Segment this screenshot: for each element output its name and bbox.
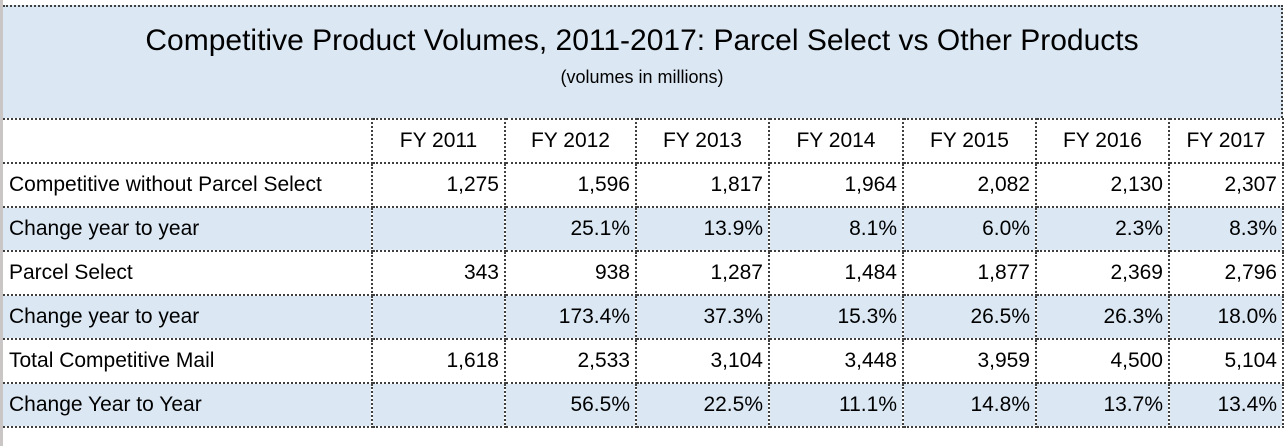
row-label-header <box>3 118 373 164</box>
data-cell: 13.4% <box>1168 382 1284 428</box>
sheet-area: Competitive Product Volumes, 2011-2017: … <box>3 5 1285 428</box>
data-cell: 2,130 <box>1035 162 1170 208</box>
data-cell: 3,104 <box>635 338 770 384</box>
data-cell: 1,287 <box>635 250 770 296</box>
table-title-block: Competitive Product Volumes, 2011-2017: … <box>3 5 1283 118</box>
data-cell: 1,817 <box>635 162 770 208</box>
data-cell: 22.5% <box>635 382 770 428</box>
column-header-fy-2016: FY 2016 <box>1035 118 1170 164</box>
column-header-fy-2017: FY 2017 <box>1168 118 1284 164</box>
data-cell: 14.8% <box>902 382 1037 428</box>
column-header-fy-2014: FY 2014 <box>768 118 904 164</box>
row-label: Total Competitive Mail <box>3 338 373 384</box>
table-body: Competitive without Parcel Select 1,275 1,… <box>3 162 1284 428</box>
column-header-fy-2015: FY 2015 <box>902 118 1037 164</box>
data-cell: 8.1% <box>768 206 904 252</box>
data-cell: 25.1% <box>504 206 637 252</box>
row-label: Change Year to Year <box>3 382 373 428</box>
table-header: FY 2011 FY 2012 FY 2013 FY 2014 FY 2015 FY 20… <box>3 118 1284 164</box>
table-row: Parcel Select 343 938 1,287 1,484 1,877 2,369 2… <box>3 250 1284 296</box>
data-cell: 15.3% <box>768 294 904 340</box>
column-header-fy-2013: FY 2013 <box>635 118 770 164</box>
column-header-fy-2011: FY 2011 <box>371 118 506 164</box>
data-cell: 13.9% <box>635 206 770 252</box>
data-cell: 2,307 <box>1168 162 1284 208</box>
data-cell: 56.5% <box>504 382 637 428</box>
table-subtitle: (volumes in millions) <box>560 67 724 87</box>
data-cell: 6.0% <box>902 206 1037 252</box>
left-edge-strip <box>0 0 3 446</box>
row-label: Parcel Select <box>3 250 373 296</box>
data-cell: 3,959 <box>902 338 1037 384</box>
table-row: Change Year to Year 56.5% 22.5% 11.1% 14.8% 1… <box>3 382 1284 428</box>
table-row: Total Competitive Mail 1,618 2,533 3,104 3,4… <box>3 338 1284 384</box>
data-cell: 11.1% <box>768 382 904 428</box>
data-cell: 1,964 <box>768 162 904 208</box>
row-label: Change year to year <box>3 206 373 252</box>
data-cell: 2,533 <box>504 338 637 384</box>
data-cell: 2,082 <box>902 162 1037 208</box>
data-cell <box>371 206 506 252</box>
table-row: Change year to year 25.1% 13.9% 8.1% 6.0% 2.3… <box>3 206 1284 252</box>
data-cell: 2.3% <box>1035 206 1170 252</box>
column-header-fy-2012: FY 2012 <box>504 118 637 164</box>
volumes-table: FY 2011 FY 2012 FY 2013 FY 2014 FY 2015 FY 20… <box>3 118 1284 428</box>
table-row: Change year to year 173.4% 37.3% 15.3% 26.5%… <box>3 294 1284 340</box>
data-cell: 37.3% <box>635 294 770 340</box>
data-cell: 18.0% <box>1168 294 1284 340</box>
data-cell: 3,448 <box>768 338 904 384</box>
table-title: Competitive Product Volumes, 2011-2017: … <box>145 24 1139 57</box>
data-cell: 13.7% <box>1035 382 1170 428</box>
data-cell: 1,618 <box>371 338 506 384</box>
data-cell: 4,500 <box>1035 338 1170 384</box>
row-label: Change year to year <box>3 294 373 340</box>
data-cell: 26.3% <box>1035 294 1170 340</box>
data-cell <box>371 294 506 340</box>
data-cell: 5,104 <box>1168 338 1284 384</box>
data-cell: 8.3% <box>1168 206 1284 252</box>
data-cell: 26.5% <box>902 294 1037 340</box>
data-cell: 2,796 <box>1168 250 1284 296</box>
header-row: FY 2011 FY 2012 FY 2013 FY 2014 FY 2015 FY 20… <box>3 118 1284 164</box>
data-cell: 173.4% <box>504 294 637 340</box>
data-cell: 1,596 <box>504 162 637 208</box>
data-cell: 938 <box>504 250 637 296</box>
data-cell: 2,369 <box>1035 250 1170 296</box>
data-cell: 1,484 <box>768 250 904 296</box>
row-label: Competitive without Parcel Select <box>3 162 373 208</box>
data-cell: 343 <box>371 250 506 296</box>
data-cell: 1,275 <box>371 162 506 208</box>
data-cell <box>371 382 506 428</box>
data-cell: 1,877 <box>902 250 1037 296</box>
table-row: Competitive without Parcel Select 1,275 1,… <box>3 162 1284 208</box>
